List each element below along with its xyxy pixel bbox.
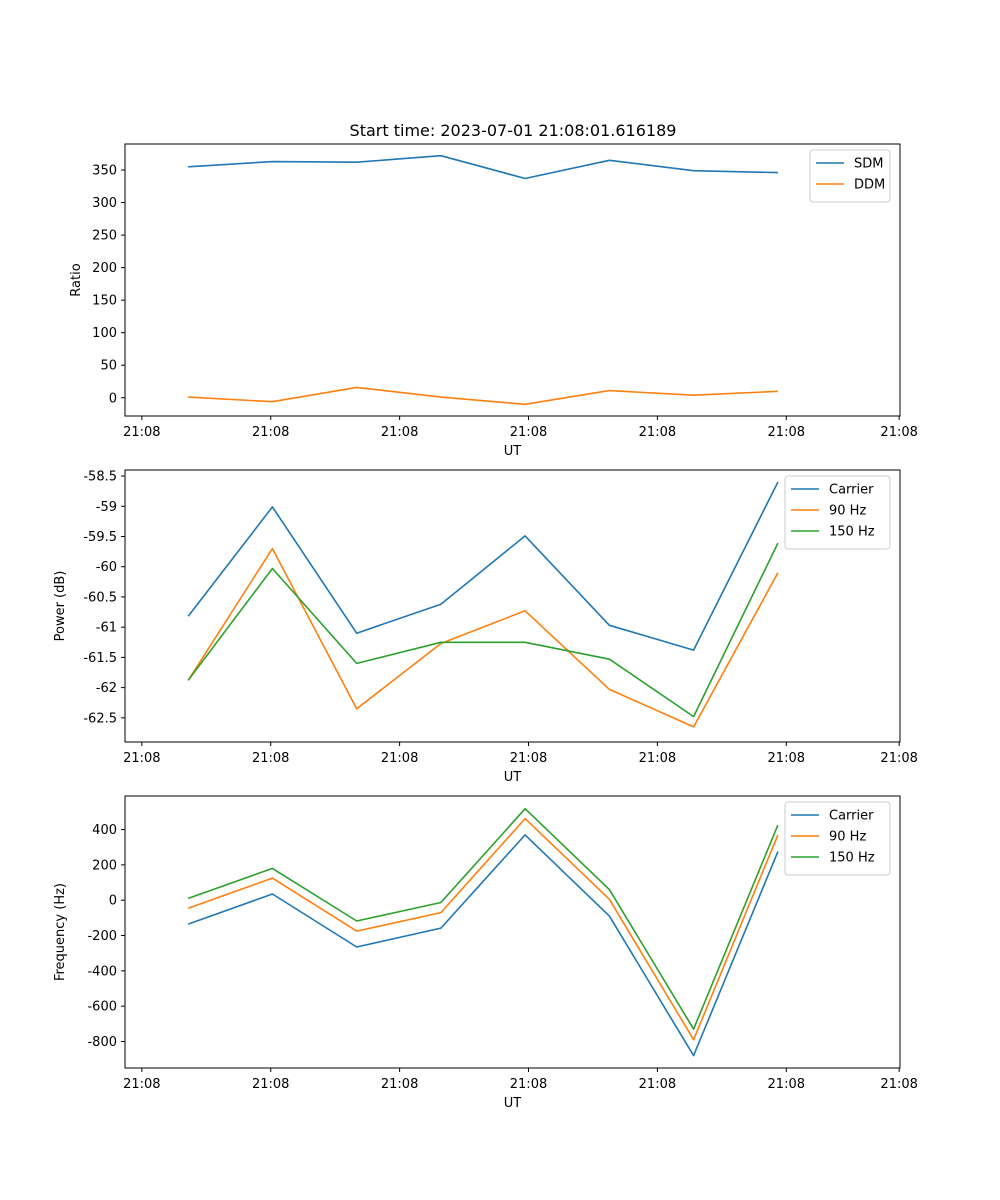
y-tick-label: -60 <box>96 560 117 575</box>
x-tick-label: 21:08 <box>252 425 289 440</box>
legend-label: 150 Hz <box>829 851 875 866</box>
x-tick-label: 21:08 <box>123 751 160 766</box>
legend-label: Carrier <box>829 483 874 498</box>
y-axis-label: Ratio <box>69 263 84 296</box>
y-tick-label: -61 <box>96 621 117 636</box>
y-tick-label: 0 <box>109 894 117 909</box>
legend-label: Carrier <box>829 809 874 824</box>
y-tick-label: 100 <box>92 326 117 341</box>
x-tick-label: 21:08 <box>252 751 289 766</box>
y-tick-label: 300 <box>92 196 117 211</box>
y-tick-label: 350 <box>92 164 117 179</box>
x-tick-label: 21:08 <box>252 1077 289 1092</box>
y-tick-label: 50 <box>100 359 117 374</box>
legend: SDM DDM <box>809 149 891 203</box>
axes-frame <box>124 143 901 417</box>
x-axis-label: UT <box>504 1096 522 1111</box>
legend-label: 90 Hz <box>829 830 866 845</box>
chart-panel-3: 21:08 21:08 21:08 21:08 21:08 21:08 21:08 -800 -… <box>53 795 918 1111</box>
y-tick-label: -58.5 <box>83 470 117 485</box>
chart-panel-1: 21:08 21:08 21:08 21:08 21:08 21:08 21:08 0 50 10… <box>69 143 918 459</box>
x-tick-label: 21:08 <box>510 751 547 766</box>
y-tick-label: -62.5 <box>83 711 117 726</box>
y-tick-label: -200 <box>87 929 117 944</box>
x-tick-label: 21:08 <box>880 425 917 440</box>
y-tick-label: 400 <box>92 823 117 838</box>
x-tick-label: 21:08 <box>123 1077 160 1092</box>
y-tick-label: -400 <box>87 964 117 979</box>
series-line-sdm <box>188 154 778 180</box>
x-tick-label: 21:08 <box>880 1077 917 1092</box>
x-tick-label: 21:08 <box>768 751 805 766</box>
x-axis-label: UT <box>504 444 522 459</box>
series-line-150-hz <box>187 807 779 1030</box>
x-tick-label: 21:08 <box>381 425 418 440</box>
y-tick-label: -59 <box>96 500 117 515</box>
y-tick-label: -62 <box>96 681 117 696</box>
series-line-ddm <box>188 386 778 406</box>
legend-label: 90 Hz <box>829 504 866 519</box>
y-tick-label: -60.5 <box>83 590 117 605</box>
y-tick-label: 200 <box>92 858 117 873</box>
y-axis-label: Power (dB) <box>53 571 68 642</box>
x-tick-label: 21:08 <box>639 751 676 766</box>
y-tick-label: -600 <box>87 1000 117 1015</box>
x-tick-label: 21:08 <box>381 751 418 766</box>
legend-label: 150 Hz <box>829 525 875 540</box>
y-axis-label: Frequency (Hz) <box>53 883 68 981</box>
series-line-90-hz <box>187 817 779 1041</box>
legend: Carrier 90 Hz 150 Hz <box>784 801 891 876</box>
y-tick-label: 0 <box>109 391 117 406</box>
legend-label: DDM <box>854 178 885 193</box>
series-line-carrier <box>187 834 779 1057</box>
x-tick-label: 21:08 <box>123 425 160 440</box>
x-tick-label: 21:08 <box>768 1077 805 1092</box>
figure-title: Start time: 2023-07-01 21:08:01.616189 <box>350 121 677 140</box>
y-tick-label: 150 <box>92 294 117 309</box>
chart-panel-2: 21:08 21:08 21:08 21:08 21:08 21:08 21:08 -62.5… <box>53 469 918 785</box>
y-tick-label: 200 <box>92 261 117 276</box>
y-tick-label: -800 <box>87 1035 117 1050</box>
x-tick-label: 21:08 <box>510 425 547 440</box>
x-tick-label: 21:08 <box>639 425 676 440</box>
series-line-150-hz <box>187 542 779 718</box>
series-line-carrier <box>187 481 779 651</box>
legend-label: SDM <box>854 157 883 172</box>
x-tick-label: 21:08 <box>768 425 805 440</box>
axes-frame <box>124 469 901 743</box>
x-tick-label: 21:08 <box>381 1077 418 1092</box>
x-axis-label: UT <box>504 770 522 785</box>
y-tick-label: -61.5 <box>83 651 117 666</box>
x-tick-label: 21:08 <box>639 1077 676 1092</box>
axes-frame <box>124 795 901 1069</box>
x-tick-label: 21:08 <box>880 751 917 766</box>
x-tick-label: 21:08 <box>510 1077 547 1092</box>
legend: Carrier 90 Hz 150 Hz <box>784 475 891 550</box>
series-line-90-hz <box>187 547 779 728</box>
y-tick-label: -59.5 <box>83 530 117 545</box>
y-tick-label: 250 <box>92 229 117 244</box>
